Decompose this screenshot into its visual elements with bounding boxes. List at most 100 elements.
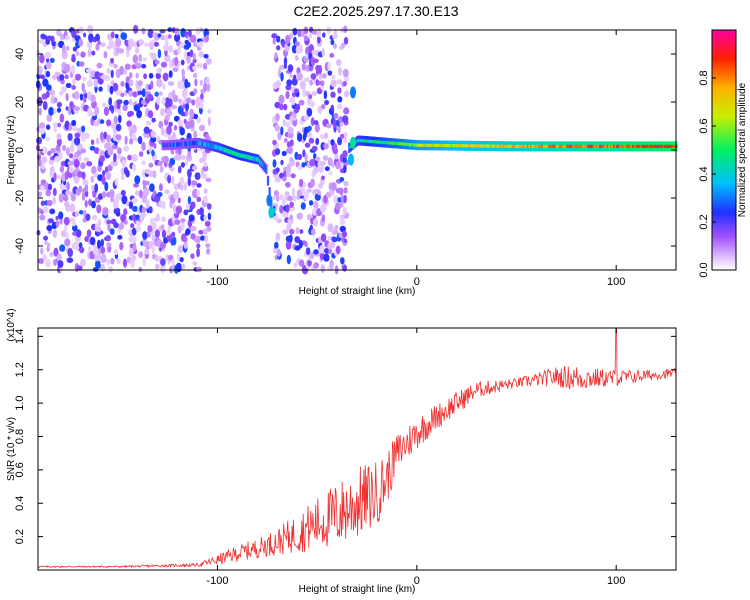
spectrogram-cell <box>39 258 44 264</box>
spectrogram-cell <box>144 42 150 47</box>
spectrogram-cell <box>282 176 287 182</box>
spectrogram-cell <box>138 151 144 157</box>
spectrogram-cell <box>46 246 50 252</box>
spectrogram-cell <box>573 144 576 148</box>
spectrogram-cell <box>45 90 50 98</box>
spectrogram-cell <box>55 215 59 221</box>
spectrogram-cell <box>276 45 281 51</box>
spectrogram-cell <box>56 133 62 140</box>
spectrogram-cell <box>100 42 106 48</box>
spectrogram-cell <box>141 63 147 69</box>
spectrogram-cell <box>517 144 520 148</box>
spectrogram-cell <box>600 144 603 148</box>
spectrogram-cell <box>297 153 303 161</box>
spectrogram-cell <box>188 214 195 222</box>
spectrogram-cell <box>443 143 447 148</box>
spectrogram-cell <box>65 147 70 156</box>
spectrogram-cell <box>68 153 74 159</box>
spectrogram-cell <box>619 144 622 148</box>
spectrogram-cell <box>95 137 100 145</box>
spectrogram-cell <box>161 229 167 239</box>
spectrogram-cell <box>339 133 345 139</box>
spectrogram-cell <box>38 191 42 198</box>
spectrogram-cell <box>42 253 47 261</box>
spectrogram-cell <box>154 41 159 47</box>
spectrogram-axes: -100 0 100 -40 -20 0 20 40 <box>14 30 676 288</box>
spectrogram-cell <box>68 166 74 174</box>
spectrogram-cell <box>180 218 186 223</box>
spectrogram-cell <box>132 242 137 252</box>
spectrogram-cell <box>109 104 114 112</box>
spectrogram-cell <box>186 65 191 71</box>
spectrogram-cell <box>177 142 180 147</box>
spectrogram-cell <box>530 144 533 148</box>
spectrogram-cell <box>330 39 335 46</box>
spectrogram-cell <box>132 205 138 212</box>
spectrogram-cell <box>327 139 331 146</box>
spectrogram-cell <box>324 132 328 140</box>
spectrogram-cell <box>80 132 87 142</box>
spectrogram-cell <box>272 159 277 168</box>
spectrogram-cell <box>116 258 121 265</box>
spectrogram-cell <box>198 98 205 104</box>
spectrogram-cell <box>123 68 128 76</box>
spectrogram-cell <box>192 58 197 64</box>
spectrogram-cell <box>280 159 284 166</box>
spectrogram-cell <box>72 46 78 52</box>
spectrogram-cell <box>340 257 345 265</box>
spectrogram-cell <box>528 144 531 148</box>
spectrogram-cell <box>313 249 319 255</box>
spectrogram-cell <box>196 196 202 202</box>
spectrogram-cell <box>268 190 271 195</box>
spectrogram-cell <box>166 125 172 135</box>
spectrogram-cell <box>281 198 286 207</box>
spectrogram-cell <box>574 144 577 148</box>
spectrogram-cell <box>56 137 62 147</box>
spectrogram-cell <box>328 170 333 176</box>
spectrogram-cell <box>90 139 95 146</box>
spectrogram-cell <box>282 119 286 127</box>
spectrogram-cell <box>621 144 624 148</box>
spectrogram-cell <box>185 102 189 112</box>
spectrogram-cell <box>53 108 57 114</box>
spectrogram-cell <box>343 164 347 174</box>
spectrogram-cell <box>289 32 293 40</box>
spectrogram-cell <box>64 238 71 247</box>
spectrogram-cell <box>173 190 180 200</box>
spectrogram-cell <box>50 35 55 43</box>
spectrogram-cell <box>47 150 52 156</box>
spectrogram-cell <box>45 124 51 130</box>
spectrogram-cell <box>480 144 483 148</box>
spectrogram-cell <box>160 216 167 223</box>
spectrogram-cell <box>453 144 456 148</box>
snr-ytick-label: 1.4 <box>14 329 26 344</box>
spectrogram-cell <box>136 109 143 119</box>
spectrogram-cell <box>46 225 53 231</box>
spectrogram-panel: -100 0 100 -40 -20 0 20 40 Height of straight l… <box>6 24 678 297</box>
spectrogram-cell <box>275 194 280 202</box>
spectrogram-cell <box>81 125 86 133</box>
spectrogram-cell <box>72 78 76 85</box>
spectrogram-cell <box>205 34 209 43</box>
spectrogram-cell <box>132 163 137 172</box>
spectrogram-cell <box>134 175 141 185</box>
spectrogram-cell <box>109 85 114 95</box>
spectrogram-cell <box>471 144 474 148</box>
spectrogram-cell <box>171 142 174 148</box>
spectrogram-cell <box>94 253 101 262</box>
spectrogram-cell <box>71 29 77 39</box>
spectrogram-cell <box>506 144 509 148</box>
spectrogram-cell <box>162 83 166 90</box>
spectrogram-cell <box>157 48 162 59</box>
spectrogram-cell <box>276 248 281 257</box>
spectrogram-cell <box>183 236 188 243</box>
spectrogram-cell <box>625 144 628 148</box>
spectrogram-cell <box>445 143 448 148</box>
spectrogram-cell <box>147 110 154 119</box>
spectrogram-cell <box>95 33 100 42</box>
spectrogram-cell <box>41 156 48 164</box>
spectrogram-cell <box>131 197 138 204</box>
spectrogram-cell <box>56 107 62 113</box>
spectrogram-cell <box>520 144 523 148</box>
spectrogram-cell <box>202 165 209 172</box>
